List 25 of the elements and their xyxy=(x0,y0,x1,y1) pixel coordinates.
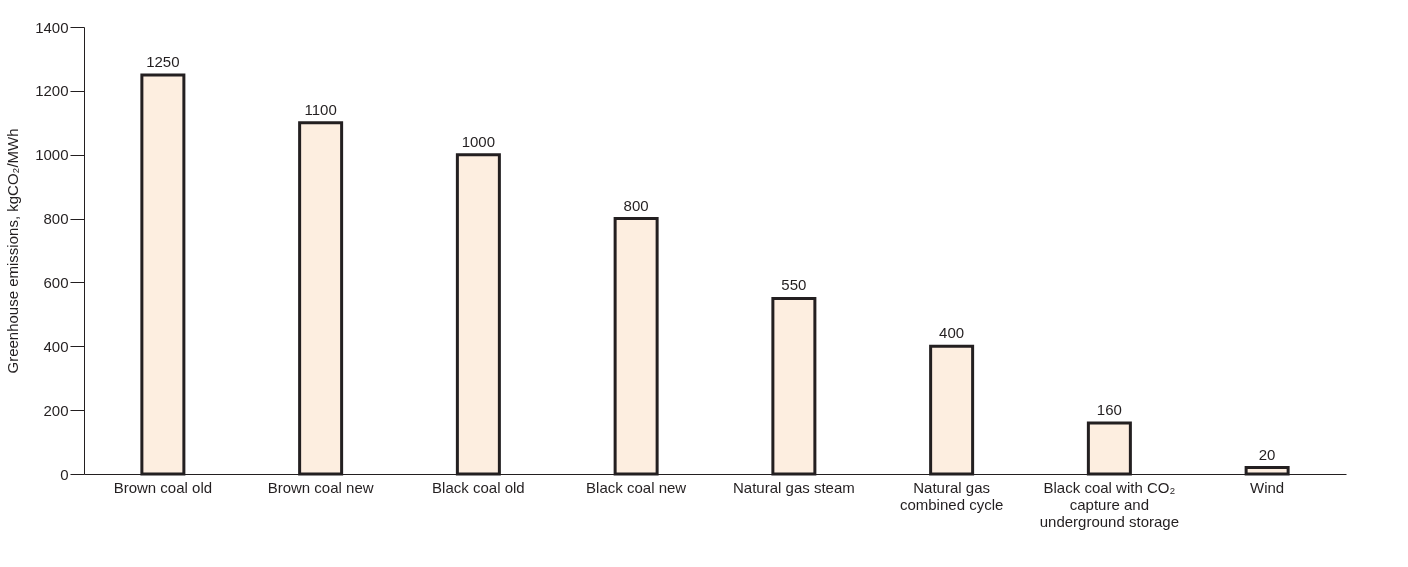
y-tick-label: 400 xyxy=(43,337,69,355)
x-tick-label: Natural gas combined cycle xyxy=(899,478,1004,513)
y-tick-label: 0 xyxy=(60,465,69,483)
data-label: 800 xyxy=(623,196,649,214)
y-tick-label: 200 xyxy=(43,401,69,419)
data-label: 160 xyxy=(1096,400,1122,418)
x-tick-label: Natural gas steam xyxy=(733,478,855,496)
x-tick-label: Brown coal old xyxy=(113,478,213,496)
y-tick-label: 1200 xyxy=(35,82,69,100)
data-label: 400 xyxy=(939,324,965,342)
x-tick-label: Black coal new xyxy=(586,478,687,496)
y-tick-label: 600 xyxy=(43,273,69,291)
y-tick-label: 1400 xyxy=(35,18,69,36)
x-tick-label: Wind xyxy=(1250,478,1285,496)
data-label: 1250 xyxy=(146,52,180,70)
x-tick-label: Black coal with CO₂ capture and underground storage xyxy=(1039,478,1180,530)
y-axis-title: Greenhouse emissions, kgCO₂/MWh xyxy=(4,128,22,374)
data-label: 20 xyxy=(1258,445,1276,463)
x-tick-label: Black coal old xyxy=(432,478,525,496)
y-tick-label: 1000 xyxy=(35,146,69,164)
data-label: 1100 xyxy=(304,100,337,118)
data-label: 1000 xyxy=(461,132,496,150)
data-label: 550 xyxy=(781,276,807,294)
y-tick-label: 800 xyxy=(43,210,69,228)
x-tick-label: Brown coal new xyxy=(267,478,374,496)
